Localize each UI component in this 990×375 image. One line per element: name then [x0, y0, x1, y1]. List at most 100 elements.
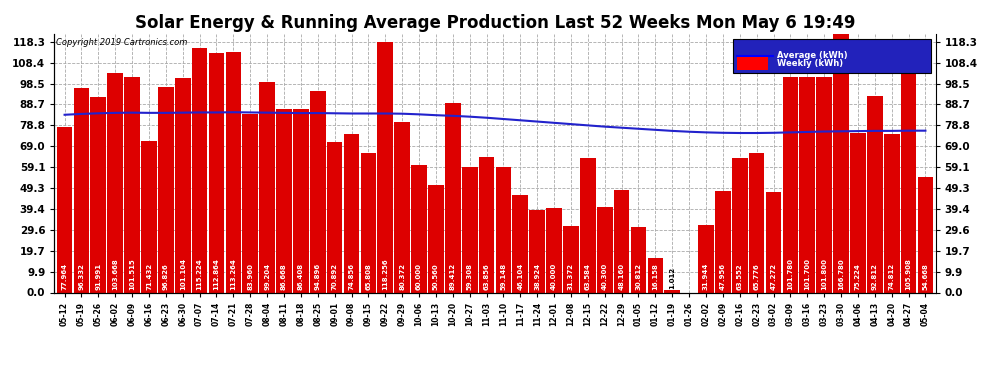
Text: 71.432: 71.432	[146, 263, 152, 290]
Text: Average (kWh): Average (kWh)	[777, 51, 847, 60]
Bar	[90, 98, 106, 292]
Text: 83.960: 83.960	[248, 263, 253, 290]
Bar	[546, 208, 562, 292]
Bar	[226, 52, 242, 292]
Text: 65.808: 65.808	[365, 264, 371, 290]
Title: Solar Energy & Running Average Production Last 52 Weeks Mon May 6 19:49: Solar Energy & Running Average Productio…	[135, 14, 855, 32]
Text: 60.000: 60.000	[416, 263, 422, 290]
Text: 86.668: 86.668	[281, 264, 287, 290]
Bar	[243, 114, 258, 292]
Bar	[461, 167, 477, 292]
Bar	[344, 134, 359, 292]
Bar	[259, 82, 275, 292]
Bar	[580, 158, 596, 292]
Bar	[310, 91, 326, 292]
Text: 166.780: 166.780	[838, 259, 844, 290]
Bar	[614, 190, 630, 292]
Bar	[142, 141, 156, 292]
Bar	[715, 191, 731, 292]
Bar	[834, 0, 848, 292]
Bar	[884, 134, 900, 292]
Bar	[738, 57, 768, 70]
Bar	[901, 68, 917, 292]
Text: 54.668: 54.668	[923, 264, 929, 290]
Text: 63.552: 63.552	[737, 264, 742, 290]
Bar	[664, 290, 680, 292]
Bar	[56, 127, 72, 292]
Text: 16.158: 16.158	[652, 264, 658, 290]
Text: 1.012: 1.012	[669, 267, 675, 289]
Bar	[428, 185, 444, 292]
Bar	[327, 142, 343, 292]
Bar	[293, 109, 309, 292]
Text: 96.332: 96.332	[78, 264, 84, 290]
Text: 103.668: 103.668	[112, 259, 118, 290]
Text: 59.308: 59.308	[466, 263, 472, 290]
Text: 75.224: 75.224	[855, 264, 861, 290]
Text: 101.700: 101.700	[804, 258, 810, 290]
Text: Copyright 2019 Cartronics.com: Copyright 2019 Cartronics.com	[56, 38, 187, 46]
FancyBboxPatch shape	[733, 39, 932, 73]
Text: 101.104: 101.104	[180, 258, 186, 290]
Text: 112.864: 112.864	[214, 258, 220, 290]
Bar	[850, 133, 865, 292]
Text: 74.856: 74.856	[348, 263, 354, 290]
Text: 89.412: 89.412	[449, 263, 455, 290]
Text: 31.944: 31.944	[703, 263, 709, 290]
Text: 63.584: 63.584	[585, 263, 591, 290]
Bar	[530, 210, 545, 292]
Text: 96.826: 96.826	[162, 264, 169, 290]
Text: 46.104: 46.104	[518, 263, 524, 290]
Text: 40.000: 40.000	[551, 263, 557, 290]
Bar	[513, 195, 529, 292]
Text: 38.924: 38.924	[535, 263, 541, 290]
Text: 47.272: 47.272	[770, 263, 776, 290]
Text: 50.560: 50.560	[433, 264, 439, 290]
Bar	[732, 158, 747, 292]
Bar	[867, 96, 883, 292]
Bar	[817, 76, 832, 292]
Text: 70.892: 70.892	[332, 263, 338, 290]
Bar	[647, 258, 663, 292]
Bar	[209, 53, 225, 292]
Bar	[597, 207, 613, 292]
Text: 91.991: 91.991	[95, 263, 101, 290]
Bar	[192, 48, 208, 292]
Bar	[158, 87, 173, 292]
Bar	[360, 153, 376, 292]
Bar	[445, 103, 460, 292]
Bar	[107, 73, 123, 292]
Text: 63.856: 63.856	[483, 264, 490, 290]
Bar	[125, 77, 140, 292]
Text: 86.408: 86.408	[298, 263, 304, 290]
Text: Weekly (kWh): Weekly (kWh)	[777, 59, 843, 68]
Bar	[377, 42, 393, 292]
Bar	[799, 77, 815, 292]
Bar	[631, 227, 646, 292]
Bar	[73, 88, 89, 292]
Text: 113.264: 113.264	[231, 258, 237, 290]
Text: 118.256: 118.256	[382, 259, 388, 290]
Text: 74.812: 74.812	[889, 263, 895, 290]
Text: 77.964: 77.964	[61, 263, 67, 290]
Text: 94.896: 94.896	[315, 263, 321, 290]
Bar	[782, 76, 798, 292]
Bar	[276, 109, 292, 292]
Bar	[496, 167, 511, 292]
Bar	[918, 177, 934, 292]
Text: 101.800: 101.800	[821, 258, 828, 290]
Text: 101.515: 101.515	[129, 259, 135, 290]
Bar	[698, 225, 714, 292]
Text: 105.908: 105.908	[906, 258, 912, 290]
Text: 47.956: 47.956	[720, 263, 726, 290]
Bar	[175, 78, 191, 292]
Bar	[411, 165, 427, 292]
Text: 80.372: 80.372	[399, 263, 405, 290]
Text: 92.812: 92.812	[872, 264, 878, 290]
Bar	[479, 157, 494, 292]
Text: 101.780: 101.780	[787, 258, 793, 290]
Text: 30.812: 30.812	[636, 263, 642, 290]
Bar	[765, 192, 781, 292]
Bar	[748, 153, 764, 292]
Text: 48.160: 48.160	[619, 263, 625, 290]
